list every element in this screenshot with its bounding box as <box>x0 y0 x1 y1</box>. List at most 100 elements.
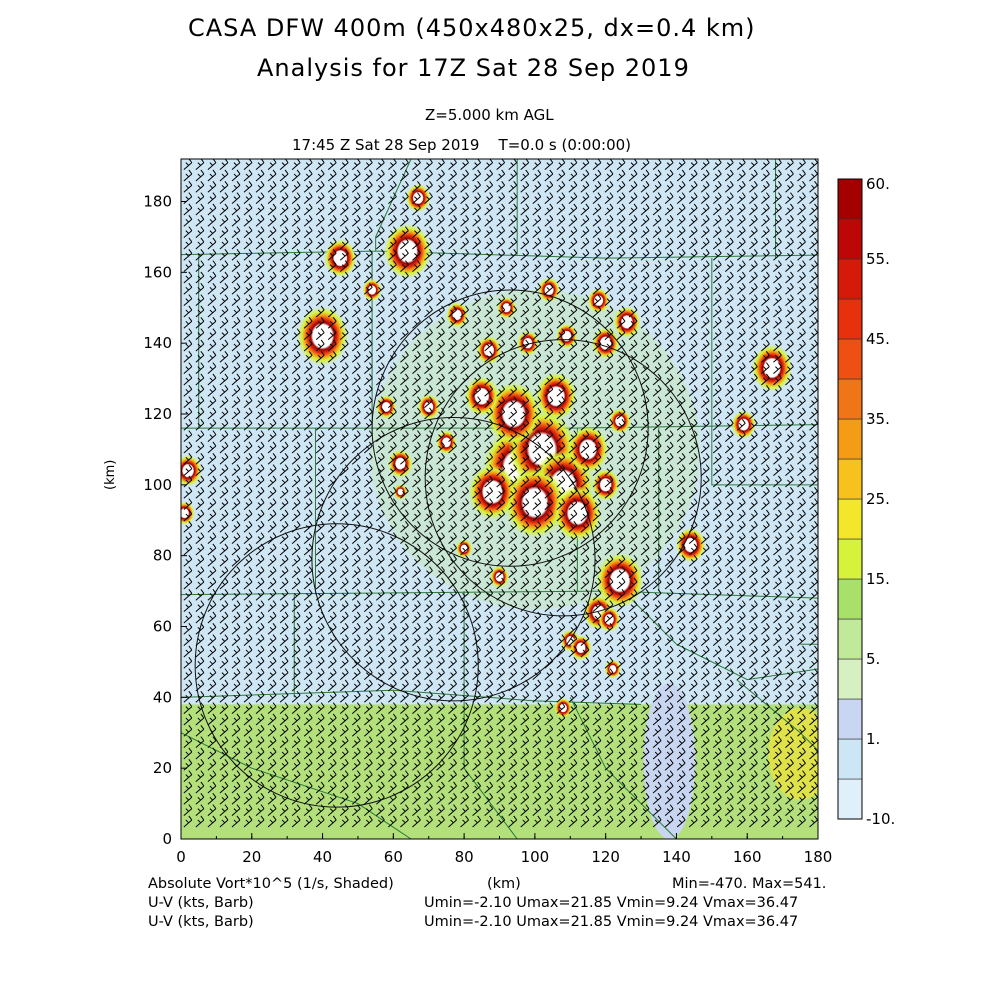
colorbar-box <box>837 378 863 420</box>
wind-barb <box>219 804 229 817</box>
wind-barb <box>400 373 409 386</box>
x-tick-label: 180 <box>804 848 833 866</box>
wind-barb <box>484 384 494 397</box>
wind-barb <box>267 713 277 726</box>
wind-barb <box>279 724 289 737</box>
wind-barb <box>303 282 313 295</box>
wind-barb <box>604 418 614 431</box>
wind-barb <box>303 305 313 318</box>
wind-barb <box>183 350 193 363</box>
wind-barb <box>688 384 698 397</box>
wind-barb <box>484 520 494 533</box>
wind-barb <box>376 588 385 601</box>
wind-barb <box>532 736 542 749</box>
wind-barb <box>749 316 758 329</box>
wind-barb <box>472 600 482 613</box>
wind-barb <box>544 509 554 522</box>
wind-barb <box>484 781 494 794</box>
wind-barb <box>388 237 397 250</box>
wind-barb <box>363 248 373 261</box>
wind-barb <box>388 498 397 511</box>
wind-barb <box>412 169 421 182</box>
wind-barb <box>544 271 554 284</box>
wind-barb <box>388 577 397 590</box>
colorbar-label: 15. <box>866 570 890 588</box>
wind-barb <box>736 192 746 205</box>
wind-barb <box>472 407 482 420</box>
wind-barb <box>761 203 770 216</box>
wind-barb <box>460 237 469 250</box>
wind-barb <box>773 452 782 465</box>
wind-barb <box>496 305 506 318</box>
wind-barb <box>616 804 626 817</box>
wind-barb <box>640 520 650 533</box>
wind-barb <box>231 815 241 828</box>
wind-barb <box>388 282 397 295</box>
wind-barb <box>508 520 518 533</box>
wind-barb <box>712 792 722 805</box>
wind-barb <box>688 679 698 692</box>
wind-barb <box>339 226 349 239</box>
wind-barb <box>448 328 457 341</box>
wind-barb <box>544 554 554 567</box>
wind-barb <box>676 770 686 783</box>
wind-barb <box>688 554 698 567</box>
wind-barb <box>412 316 421 329</box>
wind-barb <box>484 441 494 454</box>
wind-barb <box>761 430 770 443</box>
wind-barb <box>592 180 602 193</box>
vorticity-cell-17 <box>490 566 509 588</box>
wind-barb <box>640 396 650 409</box>
wind-barb <box>556 237 566 250</box>
vorticity-cell-7 <box>751 344 793 392</box>
wind-barb <box>267 294 277 307</box>
wind-barb <box>400 475 409 488</box>
wind-barb <box>580 316 590 329</box>
wind-barb <box>688 407 698 420</box>
wind-barb <box>363 781 373 794</box>
wind-barb <box>508 736 518 749</box>
wind-barb <box>785 169 794 182</box>
wind-barb <box>580 350 590 363</box>
wind-barb <box>556 668 566 681</box>
wind-barb <box>363 588 373 601</box>
wind-barb <box>291 328 301 341</box>
wind-barb <box>652 396 662 409</box>
wind-barb <box>532 282 542 295</box>
wind-barb <box>339 781 349 794</box>
wind-barb <box>664 316 674 329</box>
wind-barb <box>496 509 506 522</box>
wind-barb <box>604 350 614 363</box>
wind-barb <box>604 384 614 397</box>
wind-barb <box>712 690 722 703</box>
wind-barb <box>544 724 554 737</box>
wind-barb <box>604 396 614 409</box>
wind-barb <box>628 758 638 771</box>
wind-barb <box>700 418 710 431</box>
wind-barb <box>496 430 506 443</box>
wind-barb <box>243 180 253 193</box>
x-tick-label: 120 <box>591 848 620 866</box>
wind-barb <box>351 441 361 454</box>
wind-barb <box>761 362 770 375</box>
wind-barb <box>303 702 313 715</box>
wind-barb <box>496 566 506 579</box>
wind-barb <box>376 384 385 397</box>
wind-barb <box>484 282 494 295</box>
wind-barb <box>520 509 530 522</box>
vorticity-cell-18 <box>456 539 473 558</box>
wind-barb <box>712 226 722 239</box>
wind-barb <box>484 180 494 193</box>
wind-barb <box>520 214 530 227</box>
wind-barb <box>568 498 578 511</box>
wind-barb <box>183 690 193 703</box>
wind-barb <box>604 441 614 454</box>
wind-barb <box>785 305 794 318</box>
wind-barb <box>749 566 758 579</box>
wind-barb <box>339 724 349 737</box>
wind-barb <box>303 815 313 828</box>
wind-barb <box>664 713 674 726</box>
wind-barb <box>809 486 818 499</box>
wind-barb <box>616 452 626 465</box>
wind-barb <box>592 815 602 828</box>
